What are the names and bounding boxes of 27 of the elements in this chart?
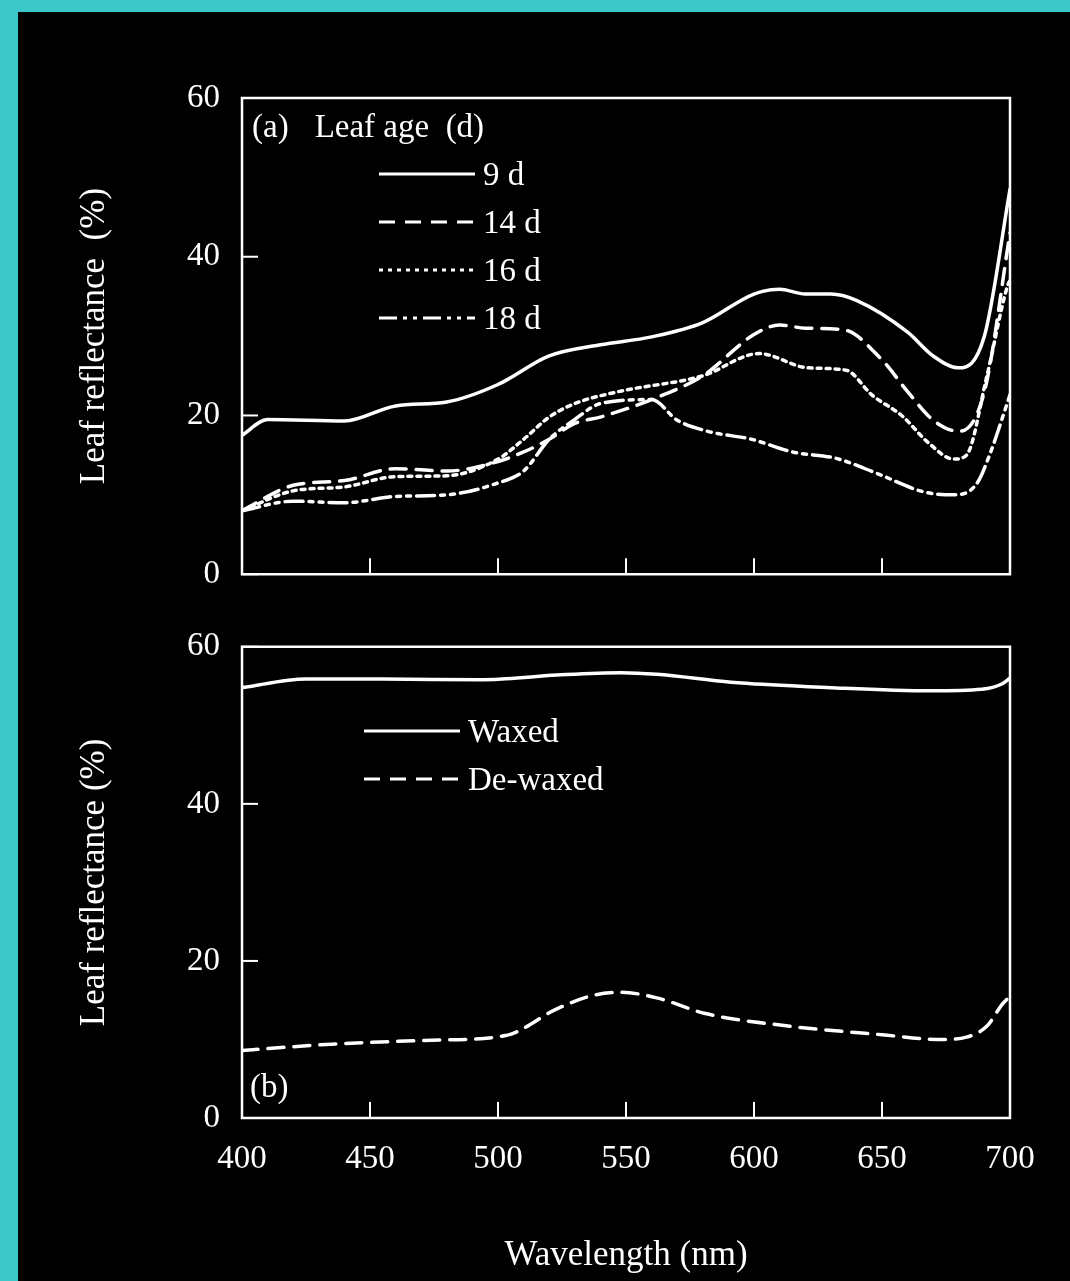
annotation: (a) xyxy=(252,107,289,146)
annotation: (b) xyxy=(250,1068,289,1105)
y-tick-label: 20 xyxy=(187,940,220,977)
legend-label: 14 d xyxy=(483,203,541,242)
legend-label: De-waxed xyxy=(468,759,604,799)
x-tick-label: 400 xyxy=(217,1139,267,1176)
legend-title: Leaf age (d) xyxy=(314,107,485,146)
x-tick-label: 700 xyxy=(985,1139,1035,1176)
legend-label: 16 d xyxy=(483,251,541,290)
legend-label: Waxed xyxy=(468,711,559,751)
x-tick-label: 450 xyxy=(345,1139,395,1176)
legend-label: 18 d xyxy=(483,299,541,338)
y-tick-label: 0 xyxy=(203,553,220,590)
y-tick-label: 40 xyxy=(187,236,220,273)
y-axis-title: Leaf reflectance (%) xyxy=(73,187,113,485)
x-tick-label: 600 xyxy=(729,1139,779,1176)
y-tick-label: 0 xyxy=(203,1097,220,1134)
x-axis-title: Wavelength (nm) xyxy=(504,1234,748,1274)
y-tick-label: 40 xyxy=(187,783,220,820)
y-tick-label: 60 xyxy=(187,626,220,663)
y-axis-title: Leaf reflectance (%) xyxy=(73,738,113,1027)
legend-label: 9 d xyxy=(483,155,525,194)
y-tick-label: 20 xyxy=(187,395,220,432)
y-tick-label: 60 xyxy=(187,77,220,114)
x-tick-label: 500 xyxy=(473,1139,523,1176)
x-tick-label: 550 xyxy=(601,1139,651,1176)
x-tick-label: 650 xyxy=(857,1139,907,1176)
